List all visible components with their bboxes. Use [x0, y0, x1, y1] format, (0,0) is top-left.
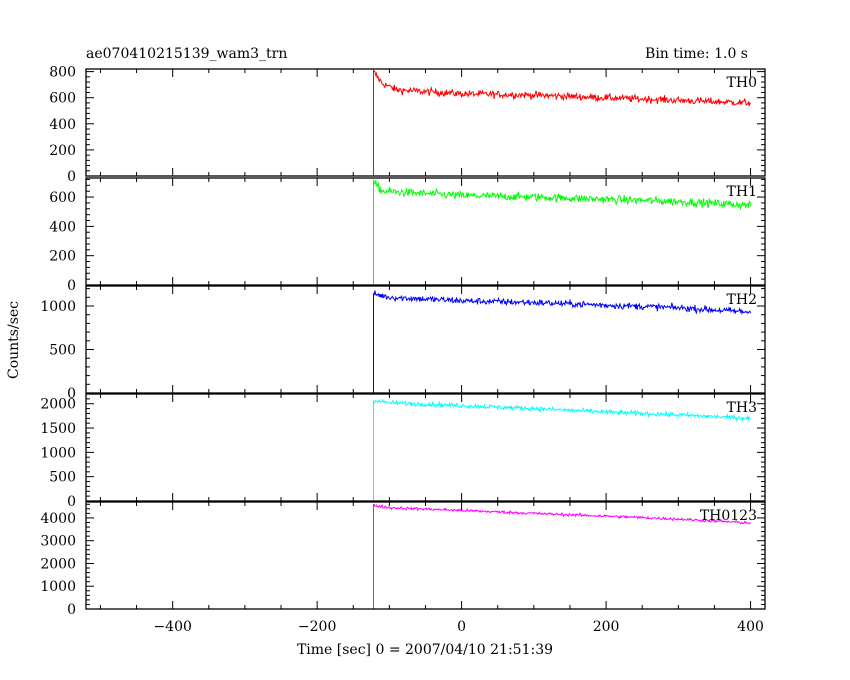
chart-title: ae070410215139_wam3_trn [86, 46, 287, 62]
y-tick-label: 500 [49, 343, 76, 359]
x-tick-label: 0 [457, 619, 466, 635]
panel-frame-th3 [85, 393, 766, 502]
y-tick-label: 2000 [40, 397, 76, 413]
y-tick-label: 1000 [40, 445, 76, 461]
panel-label-th1: TH1 [727, 184, 757, 200]
y-tick-label: 3000 [40, 534, 76, 550]
y-tick-label: 0 [67, 494, 76, 510]
y-tick-label: 0 [67, 169, 76, 185]
y-tick-label: 600 [49, 190, 76, 206]
y-tick-label: 200 [49, 249, 76, 265]
panel-frame-th0 [85, 68, 766, 177]
y-tick-label: 4000 [40, 511, 76, 527]
series-line-th0 [100, 69, 751, 177]
y-tick-label: 0 [67, 386, 76, 402]
panel-label-th0: TH0 [727, 75, 757, 91]
series-line-th3 [100, 398, 751, 502]
panel-label-th3: TH3 [727, 400, 757, 416]
y-tick-label: 1000 [40, 299, 76, 315]
y-tick-label: 400 [49, 117, 76, 133]
bin-time-label: Bin time: 1.0 s [645, 46, 748, 62]
x-tick-label: 400 [737, 619, 764, 635]
panel-frame-th2 [85, 285, 766, 394]
y-tick-label: 0 [67, 602, 76, 618]
x-tick-label: 200 [593, 619, 620, 635]
y-tick-label: 0 [67, 278, 76, 294]
x-tick-label: −200 [298, 619, 336, 635]
y-tick-label: 200 [49, 143, 76, 159]
panels-group: 0 200 400 600 800 TH0 0 200 400 600 TH1 0 500 1000 TH2… [40, 65, 766, 635]
y-tick-label: 600 [49, 91, 76, 107]
series-line-th0123 [100, 503, 751, 610]
x-tick-label: −400 [153, 619, 191, 635]
series-line-th2 [100, 290, 752, 394]
y-tick-label: 1000 [40, 579, 76, 595]
y-tick-label: 2000 [40, 556, 76, 572]
x-axis-label: Time [sec] 0 = 2007/04/10 21:51:39 [297, 642, 553, 658]
y-tick-label: 800 [49, 65, 76, 81]
panel-label-th0123: TH0123 [700, 508, 757, 524]
y-tick-label: 1500 [40, 421, 76, 437]
panel-label-th2: TH2 [727, 292, 757, 308]
y-tick-label: 400 [49, 219, 76, 235]
y-axis-label: Counts/sec [6, 301, 22, 379]
y-tick-label: 500 [49, 470, 76, 486]
series-line-th1 [100, 179, 752, 286]
